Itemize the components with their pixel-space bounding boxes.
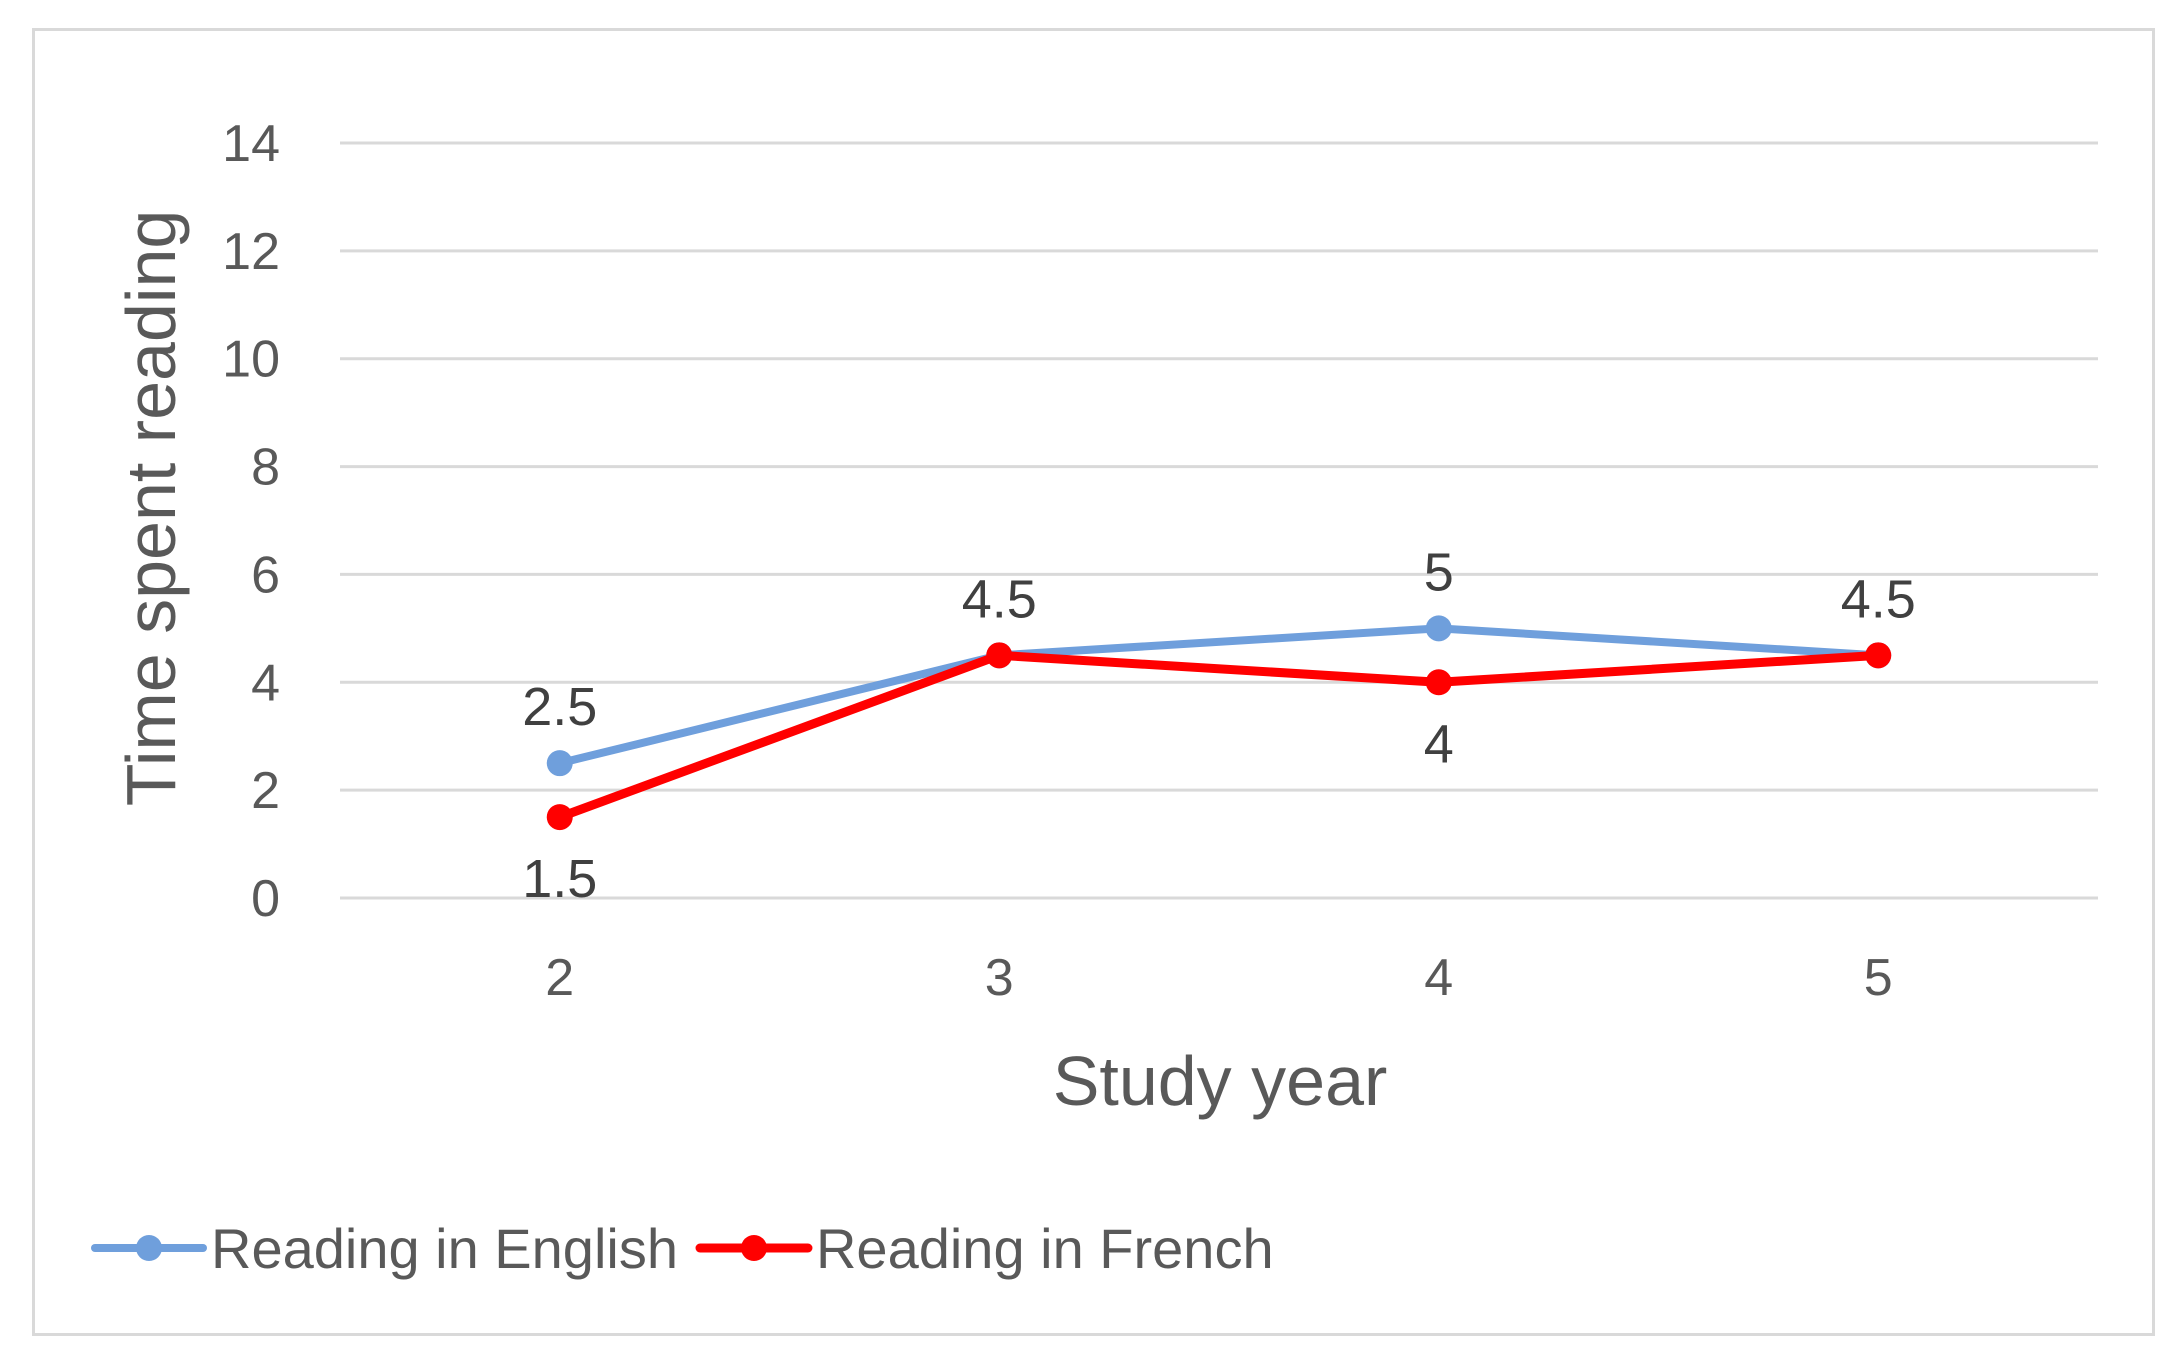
data-point xyxy=(986,642,1013,669)
y-tick-label: 4 xyxy=(251,654,280,712)
legend-marker xyxy=(740,1235,767,1261)
data-label: 4.5 xyxy=(1841,569,1916,629)
series-lines xyxy=(546,615,1892,831)
legend-label: Reading in French xyxy=(816,1217,1274,1280)
legend: Reading in English Reading in French xyxy=(91,1217,1274,1280)
y-tick-label: 0 xyxy=(251,870,280,928)
series-reading-in-french xyxy=(546,642,1892,831)
y-tick-label: 12 xyxy=(222,223,280,281)
series-line xyxy=(555,650,1883,822)
data-label: 4.5 xyxy=(962,569,1037,629)
data-label: 2.5 xyxy=(522,677,597,737)
data-point xyxy=(1425,669,1452,696)
data-point xyxy=(1865,642,1892,669)
series-line xyxy=(555,624,1883,768)
x-axis-title: Study year xyxy=(1053,1042,1388,1120)
legend-item: Reading in English xyxy=(91,1217,678,1280)
legend-marker xyxy=(136,1235,162,1261)
x-tick-label: 5 xyxy=(1864,949,1893,1007)
y-tick-label: 14 xyxy=(222,115,280,173)
gridlines xyxy=(340,141,2098,900)
legend-item: Reading in French xyxy=(695,1217,1274,1280)
x-axis-ticks: 2 3 4 5 xyxy=(545,949,1892,1007)
data-point xyxy=(546,804,573,831)
data-label: 5 xyxy=(1424,542,1454,602)
data-label: 4 xyxy=(1424,714,1454,774)
x-tick-label: 2 xyxy=(545,949,574,1007)
x-tick-label: 4 xyxy=(1424,949,1453,1007)
x-tick-label: 3 xyxy=(985,949,1014,1007)
data-point xyxy=(1425,615,1452,642)
y-tick-label: 2 xyxy=(251,762,280,820)
y-axis-ticks: 0 2 4 6 8 10 12 14 xyxy=(222,115,280,928)
data-labels: 2.5 5 1.5 4.5 4 4.5 xyxy=(522,542,1916,909)
data-label: 1.5 xyxy=(522,849,597,909)
legend-label: Reading in English xyxy=(211,1217,678,1280)
y-tick-label: 8 xyxy=(251,439,280,497)
data-point xyxy=(546,750,573,777)
y-tick-label: 10 xyxy=(222,331,280,389)
y-tick-label: 6 xyxy=(251,546,280,604)
y-axis-title: Time spent reading xyxy=(112,210,190,807)
